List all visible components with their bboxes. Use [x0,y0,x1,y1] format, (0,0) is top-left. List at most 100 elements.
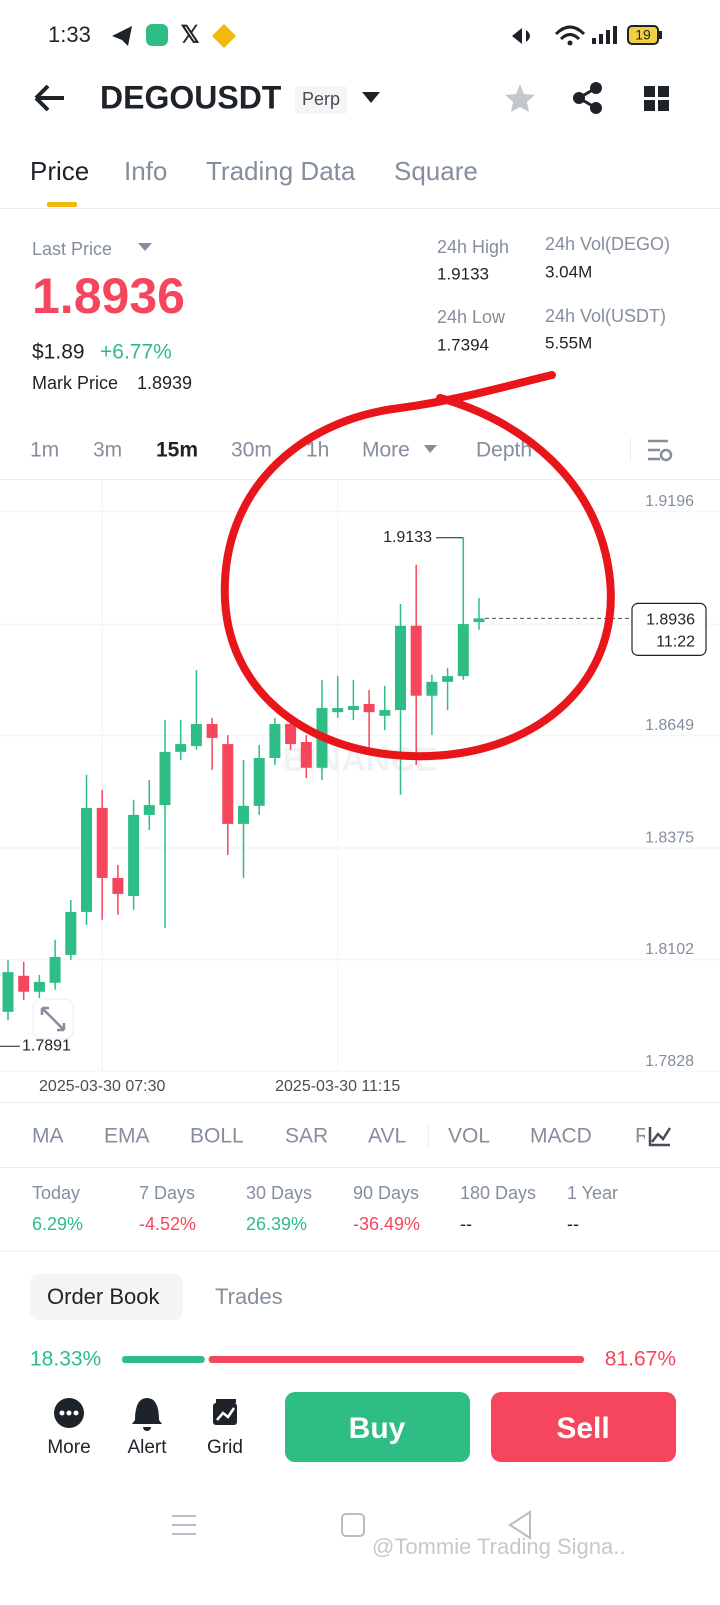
period-label: 30 Days [246,1183,312,1203]
x-tick-label: 2025-03-30 11:15 [275,1078,400,1095]
tab[interactable]: Trading Data [206,156,356,186]
candle-body [410,625,422,696]
interval[interactable]: 1m [30,439,59,462]
alert-icon[interactable] [132,1398,162,1431]
label: 24h Vol(USDT) [545,306,666,326]
tab[interactable]: Order Book [47,1284,160,1309]
tab[interactable]: Price [30,156,89,186]
value: 3.04M [545,262,592,281]
indicator[interactable]: AVL [368,1125,406,1148]
watermark: @Tommie Trading Signa.. [372,1534,625,1559]
candle-body [49,956,61,983]
chart-overlay: 2025-03-30 07:30 2025-03-30 11:15 1.7828 1.… [0,493,707,1095]
candle-body [18,975,30,992]
candle-body [426,681,438,696]
nav-back[interactable] [508,1510,531,1540]
label: 24h Low [437,307,506,327]
countdown: 11:22 [656,634,695,651]
candle-body [143,805,155,815]
candle-body [159,751,171,806]
candle-body [300,742,312,768]
candle-body [128,814,140,896]
interval[interactable]: 30m [231,439,272,462]
candle-body [473,618,485,623]
favorite-button[interactable] [505,84,535,112]
candle-body [379,710,391,716]
candle-body [206,724,218,738]
last-price-label: 1.8936 [646,612,695,629]
ratio-bar [122,1356,584,1363]
action-label[interactable]: Alert [127,1437,167,1458]
more-icon[interactable] [54,1398,84,1428]
buy-ratio: 18.33% [30,1348,101,1371]
candle-body [269,724,281,758]
indicator[interactable]: SAR [285,1125,328,1148]
action-label[interactable]: More [47,1437,90,1458]
mark-price: 1.8939 [137,373,192,393]
interval[interactable]: More [362,439,410,462]
candle-body [347,705,359,711]
candle-body [190,724,202,747]
symbol-dropdown[interactable] [362,92,380,103]
price-change: +6.77% [100,341,172,364]
value: 1.9133 [437,264,489,283]
tab[interactable]: Info [124,156,167,186]
label: Last Price [32,239,112,259]
hand-drawn-circle [220,371,615,761]
y-tick-label: 1.8102 [645,941,694,958]
dropdown [424,445,437,453]
period-label: 1 Year [567,1183,618,1203]
action-label[interactable]: Grid [207,1437,243,1458]
sell-label[interactable]: Sell [556,1412,609,1445]
indicator[interactable]: VOL [448,1125,490,1148]
tab[interactable]: Trades [215,1284,283,1309]
nav-home[interactable] [341,1513,365,1537]
divider [0,1167,720,1168]
chart-settings[interactable] [648,439,673,462]
period-label: 90 Days [353,1183,419,1203]
interval[interactable]: 15m [156,439,198,462]
candle-body [395,625,406,711]
label: 24h Vol(DEGO) [545,234,670,254]
divider [0,208,720,209]
nav-recent[interactable] [172,1515,196,1535]
indicator[interactable]: RSI [635,1125,670,1148]
svg-text:𝕏: 𝕏 [180,21,199,48]
buy-button[interactable] [285,1392,470,1462]
max-marker-label: 1.9133 [383,529,432,546]
divider [0,1250,720,1252]
candle-body [253,757,265,806]
indicator[interactable]: EMA [104,1125,150,1148]
performance: Today 6.29% 7 Days -4.52% 30 Days 26.39% 90 Da… [32,1183,618,1234]
candle-body [222,744,234,824]
indicator[interactable]: MA [32,1125,64,1148]
tab[interactable]: Square [394,156,478,186]
candle-body [175,744,187,752]
usd-price: $1.89 [32,341,85,364]
share-button[interactable] [573,82,602,114]
menu-button[interactable] [644,86,669,111]
last-price: 1.8936 [32,268,185,324]
tab-indicator [47,202,77,207]
grid-icon[interactable] [213,1399,237,1425]
period-label: 7 Days [139,1183,195,1203]
back-button[interactable] [34,84,64,112]
y-tick-label: 1.9196 [645,493,694,510]
value: 5.55M [545,333,592,352]
period-change: -- [567,1214,579,1234]
interval[interactable]: 1h [306,439,329,462]
indicator[interactable]: BOLL [190,1125,244,1148]
contract-type: Perp [302,89,340,109]
indicator[interactable]: MACD [530,1125,592,1148]
status-icons: 𝕏 [112,21,662,48]
interval[interactable]: Depth [476,439,532,462]
interval[interactable]: 3m [93,439,122,462]
candle-body [285,724,297,745]
sell-button[interactable] [491,1392,676,1462]
dropdown[interactable] [138,243,152,251]
period-change: 26.39% [246,1214,307,1234]
indicator-settings[interactable] [648,1127,672,1147]
candle-body [238,805,249,824]
buy-label[interactable]: Buy [349,1412,406,1445]
